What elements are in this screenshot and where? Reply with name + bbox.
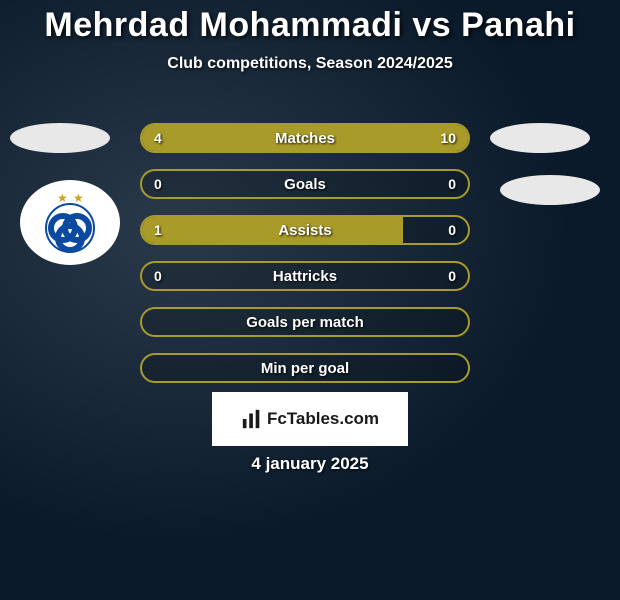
stat-value-left: 1 xyxy=(154,217,162,243)
content-wrapper: Mehrdad Mohammadi vs Panahi Club competi… xyxy=(0,0,620,580)
stat-row: Goals per match xyxy=(140,307,470,337)
stat-row: Goals0 0 xyxy=(140,169,470,199)
stat-label: Goals per match xyxy=(142,309,468,335)
fctables-badge: FcTables.com xyxy=(212,392,408,446)
stat-row: Matches4 10 xyxy=(140,123,470,153)
stat-label: Hattricks xyxy=(142,263,468,289)
subtitle: Club competitions, Season 2024/2025 xyxy=(0,55,620,73)
svg-text:★: ★ xyxy=(57,191,68,205)
stat-value-right: 0 xyxy=(448,263,456,289)
stat-label: Assists xyxy=(142,217,468,243)
fctables-icon xyxy=(241,408,263,430)
stat-label: Min per goal xyxy=(142,355,468,381)
stat-value-left: 0 xyxy=(154,171,162,197)
page-title: Mehrdad Mohammadi vs Panahi xyxy=(0,0,620,45)
stat-label: Matches xyxy=(142,125,468,151)
stat-row: Min per goal xyxy=(140,353,470,383)
side-oval-left xyxy=(10,123,110,153)
svg-text:★: ★ xyxy=(73,191,84,205)
side-oval-right xyxy=(500,175,600,205)
side-oval-right xyxy=(490,123,590,153)
stat-value-right: 10 xyxy=(440,125,456,151)
stat-value-left: 4 xyxy=(154,125,162,151)
stat-row: Hattricks0 0 xyxy=(140,261,470,291)
stat-value-right: 0 xyxy=(448,171,456,197)
stat-label: Goals xyxy=(142,171,468,197)
stat-bars: Matches410Goals00Assists10Hattricks00Goa… xyxy=(140,123,470,399)
stat-value-right: 0 xyxy=(448,217,456,243)
stat-row: Assists1 0 xyxy=(140,215,470,245)
date-label: 4 january 2025 xyxy=(0,454,620,474)
stat-value-left: 0 xyxy=(154,263,162,289)
club-crest-left: ★ ★ xyxy=(20,180,120,265)
crest-icon: ★ ★ xyxy=(35,188,105,258)
fctables-label: FcTables.com xyxy=(267,409,379,429)
